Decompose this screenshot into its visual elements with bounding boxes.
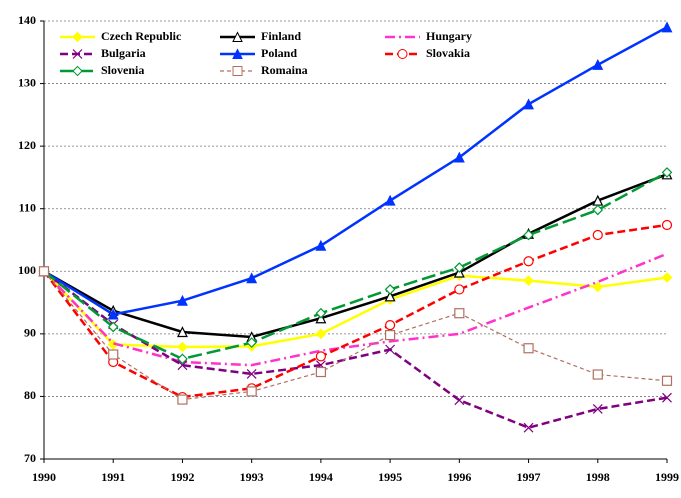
marker	[315, 328, 327, 340]
legend-label: Finland	[261, 29, 301, 43]
marker	[592, 404, 603, 414]
x-tick-label: 1991	[101, 470, 125, 484]
marker	[661, 21, 673, 33]
series-line	[43, 270, 668, 401]
series-line	[43, 270, 668, 430]
marker	[177, 360, 188, 371]
marker	[246, 272, 258, 284]
y-tick-label: 80	[24, 388, 36, 402]
marker	[384, 284, 396, 295]
x-tick-label: 1992	[170, 470, 194, 484]
marker	[592, 204, 604, 216]
x-tick-label: 1998	[586, 470, 610, 484]
legend-label: Slovenia	[101, 63, 144, 77]
legend-label: Slovakia	[426, 46, 470, 60]
marker	[523, 275, 534, 287]
marker	[38, 266, 50, 277]
legend-marker	[232, 66, 243, 76]
legend-marker	[397, 49, 408, 59]
marker	[246, 386, 257, 397]
marker	[107, 308, 119, 320]
legend-label: Hungary	[426, 29, 472, 43]
marker	[592, 58, 604, 70]
legend-marker	[72, 65, 83, 77]
marker	[108, 349, 119, 360]
marker	[176, 326, 188, 338]
marker	[177, 394, 188, 405]
y-tick-label: 120	[18, 138, 36, 152]
marker	[523, 229, 534, 241]
x-tick-label: 1996	[447, 470, 471, 484]
series-line	[43, 223, 668, 399]
marker	[107, 321, 119, 333]
x-tick-label: 1999	[655, 470, 679, 484]
marker	[246, 337, 258, 348]
y-tick-label: 140	[18, 13, 36, 27]
x-tick-label: 1997	[517, 470, 541, 484]
legend-label: Bulgaria	[101, 46, 146, 60]
marker	[384, 290, 396, 302]
marker	[177, 341, 188, 353]
marker	[661, 375, 673, 386]
legend-marker	[72, 31, 83, 43]
legend-marker	[72, 49, 83, 59]
y-tick-label: 130	[18, 75, 36, 89]
marker	[315, 239, 327, 251]
legend-marker	[232, 48, 243, 59]
marker	[315, 351, 326, 362]
marker	[315, 366, 326, 378]
legend-label: Romaina	[261, 63, 308, 77]
marker	[592, 281, 604, 293]
x-tick-label: 1990	[32, 470, 56, 484]
marker	[384, 194, 396, 206]
marker	[385, 330, 396, 341]
series-line	[43, 173, 668, 339]
x-tick-label: 1995	[378, 470, 402, 484]
marker	[453, 151, 465, 163]
x-tick-label: 1993	[240, 470, 264, 484]
marker	[662, 392, 672, 403]
marker	[661, 167, 673, 178]
series-line	[43, 171, 668, 361]
marker	[177, 353, 188, 365]
x-tick-label: 1994	[309, 470, 333, 484]
marker	[661, 219, 673, 231]
marker	[315, 307, 327, 319]
y-tick-label: 110	[19, 200, 36, 214]
y-tick-label: 100	[18, 263, 36, 277]
marker	[453, 262, 465, 273]
marker	[661, 272, 673, 283]
marker	[454, 284, 465, 295]
marker	[385, 319, 396, 331]
y-tick-label: 70	[24, 451, 36, 465]
legend-label: Poland	[261, 46, 297, 60]
marker	[592, 229, 603, 241]
y-tick-label: 90	[24, 326, 36, 340]
legend-label: Czech Republic	[101, 29, 182, 43]
marker	[523, 98, 535, 110]
marker	[176, 294, 188, 306]
marker	[523, 343, 534, 354]
marker	[523, 422, 534, 433]
legend-marker	[232, 31, 243, 42]
marker	[246, 368, 257, 379]
series-line	[43, 26, 668, 316]
marker	[592, 369, 603, 380]
series-line	[43, 252, 668, 367]
marker	[385, 344, 396, 355]
marker	[454, 395, 465, 406]
marker	[523, 256, 534, 267]
marker	[454, 308, 465, 319]
